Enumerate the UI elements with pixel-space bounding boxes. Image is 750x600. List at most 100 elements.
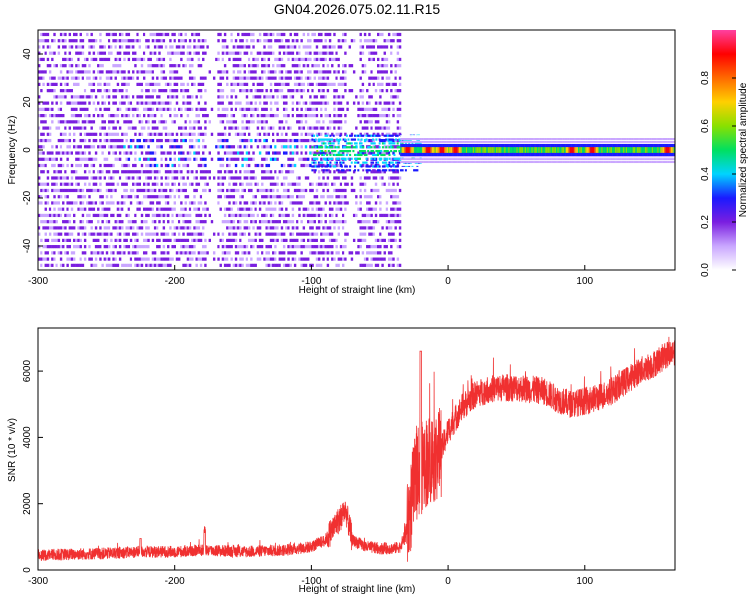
heatmap-cell [221,220,225,224]
heatmap-cell [160,257,163,261]
heatmap-cell [204,101,207,105]
heatmap-cell [92,170,96,174]
heatmap-cell [38,151,41,155]
heatmap-cell [160,89,163,93]
heatmap-cell [132,114,135,118]
heatmap-cell [326,134,329,137]
heatmap-cell [309,263,312,267]
heatmap-cell [375,138,378,141]
heatmap-cell [86,70,89,74]
heatmap-cell [55,251,58,255]
heatmap-cell [381,32,384,37]
heatmap-cell [101,232,104,236]
heatmap-cell [326,170,330,174]
heatmap-cell [90,263,93,267]
heatmap-cell [48,107,52,111]
heatmap-cell [383,188,386,193]
heatmap-cell [372,138,375,141]
heatmap-cell [398,176,402,180]
heatmap-cell [53,251,56,255]
heatmap-cell [101,245,104,249]
heatmap-cell [383,145,386,149]
heatmap-cell [342,64,345,68]
heatmap-cell [269,76,273,80]
heatmap-cell [191,64,194,68]
heatmap-cell [258,232,262,236]
heatmap-cell [278,120,281,124]
heatmap-cell [247,251,251,255]
heatmap-cell [370,45,373,49]
heatmap-cell [175,132,179,136]
heatmap-cell [337,169,340,172]
heatmap-cell [390,169,393,172]
heatmap-cell [197,163,201,168]
heatmap-cell [280,45,284,49]
heatmap-cell [261,114,264,118]
heatmap-cell [335,169,338,172]
heatmap-cell [304,151,308,155]
heatmap-cell [363,107,367,111]
heatmap-cell [116,51,120,55]
heatmap-cell [315,39,319,43]
heatmap-cell [302,207,306,211]
heatmap-cell [372,39,376,43]
heatmap-cell [363,151,367,155]
heatmap-cell [103,132,107,136]
heatmap-cell [62,32,65,37]
heatmap-cell [53,207,56,211]
heatmap-cell [396,146,399,149]
heatmap-cell [112,263,115,267]
heatmap-cell [151,51,155,55]
heatmap-cell [88,76,91,80]
heatmap-cell [46,176,50,180]
heatmap-cell [367,150,370,153]
heatmap-cell [234,107,238,111]
heatmap-cell [291,251,295,255]
heatmap-cell [396,114,400,118]
heatmap-cell [75,157,78,161]
heatmap-cell [68,120,72,124]
heatmap-cell [394,195,397,199]
heatmap-cell [219,76,222,80]
heatmap-cell [107,120,111,124]
heatmap-cell [138,245,142,249]
heatmap-cell [302,245,306,249]
heatmap-cell [51,163,54,168]
heatmap-cell [265,257,268,261]
heatmap-cell [182,245,185,249]
heatmap-cell [309,188,312,193]
heatmap-cell [138,82,142,86]
heatmap-cell [394,207,397,211]
heatmap-cell [263,176,266,180]
heatmap-cell [241,251,244,255]
heatmap-cell [239,195,242,199]
heatmap-cell [241,138,244,143]
heatmap-cell [263,157,266,161]
heatmap-cell [357,161,360,164]
heatmap-cell [396,120,400,124]
heatmap-cell [66,120,69,124]
heatmap-cell [247,238,251,242]
heatmap-cell [350,145,354,149]
heatmap-cell [383,165,386,168]
heatmap-cell [72,132,76,136]
heatmap-cell [68,126,72,130]
heatmap-cell [387,114,391,118]
heatmap-cell [263,188,266,193]
heatmap-cell [167,120,170,124]
heatmap-cell [239,145,242,149]
heatmap-cell [173,163,177,168]
heatmap-cell [138,45,142,49]
heatmap-cell [125,245,128,249]
heatmap-cell [228,188,231,193]
heatmap-cell [46,195,50,199]
heatmap-cell [302,45,306,49]
heatmap-cell [40,226,43,230]
heatmap-cell [46,45,50,49]
heatmap-cell [72,170,76,174]
heatmap-cell [347,169,350,172]
heatmap-cell [121,82,124,86]
heatmap-cell [66,151,69,155]
heatmap-cell [116,70,120,74]
heatmap-cell [173,213,177,218]
